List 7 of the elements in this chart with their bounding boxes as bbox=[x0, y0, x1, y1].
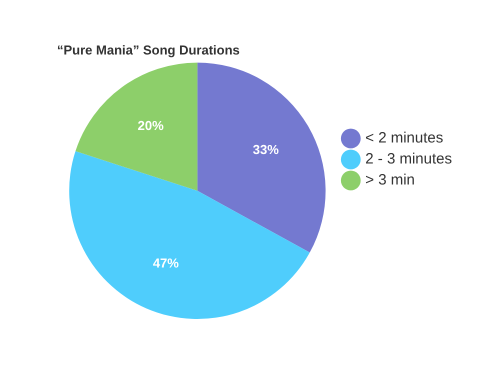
legend-label: > 3 min bbox=[365, 172, 415, 189]
chart-title: “Pure Mania” Song Durations bbox=[57, 42, 240, 58]
legend-label: < 2 minutes bbox=[365, 130, 444, 147]
data-label: 33% bbox=[252, 142, 280, 157]
data-label: 20% bbox=[138, 118, 164, 134]
data-label: 47% bbox=[152, 255, 180, 270]
legend-label: 2 - 3 minutes bbox=[365, 150, 452, 168]
